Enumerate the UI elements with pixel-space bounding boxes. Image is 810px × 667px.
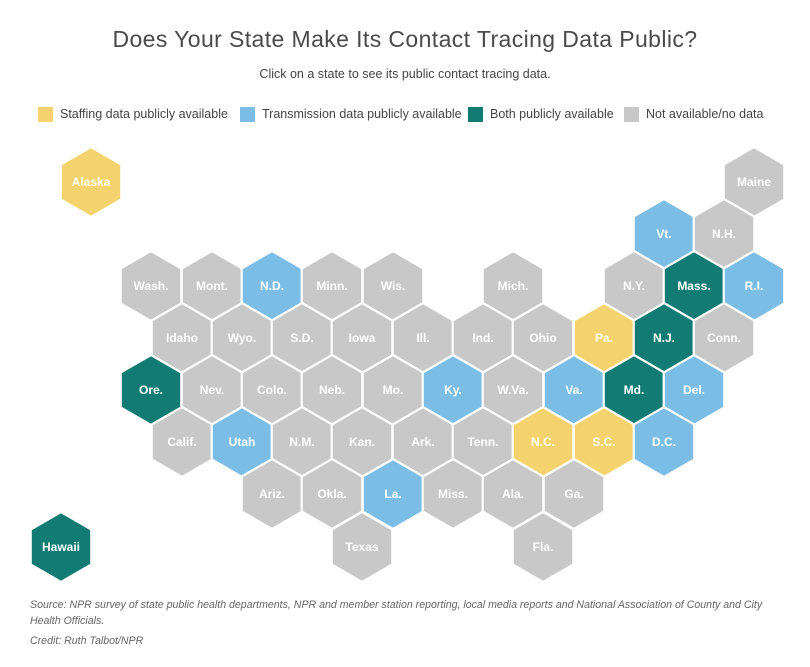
legend-item-transmission: Transmission data publicly available <box>240 104 462 124</box>
state-hex-shape[interactable] <box>330 510 394 584</box>
legend-label-both: Both publicly available <box>490 107 614 121</box>
state-hex-alaska[interactable]: Alaska <box>59 145 123 219</box>
legend-item-none: Not available/no data <box>624 104 763 124</box>
legend-label-transmission: Transmission data publicly available <box>262 107 462 121</box>
legend: Staffing data publicly available Transmi… <box>38 104 778 124</box>
state-hex-hawaii[interactable]: Hawaii <box>29 510 93 584</box>
legend-item-staffing: Staffing data publicly available <box>38 104 228 124</box>
legend-label-none: Not available/no data <box>646 107 764 121</box>
state-hex-shape[interactable] <box>59 145 123 219</box>
state-hex-shape[interactable] <box>29 510 93 584</box>
source-note: Source: NPR survey of state public healt… <box>30 599 763 627</box>
state-hex-shape[interactable] <box>632 405 696 479</box>
legend-swatch-transmission <box>240 106 255 122</box>
legend-label-staffing: Staffing data publicly available <box>60 107 228 121</box>
credit-note: Credit: Ruth Talbot/NPR <box>30 635 144 647</box>
legend-swatch-none <box>624 106 639 122</box>
state-hex-shape[interactable] <box>511 510 575 584</box>
legend-swatch-both <box>468 106 483 122</box>
legend-item-both: Both publicly available <box>468 104 614 124</box>
chart-title: Does Your State Make Its Contact Tracing… <box>112 26 698 52</box>
chart-subtitle: Click on a state to see its public conta… <box>259 67 551 81</box>
legend-swatch-staffing <box>38 106 53 122</box>
